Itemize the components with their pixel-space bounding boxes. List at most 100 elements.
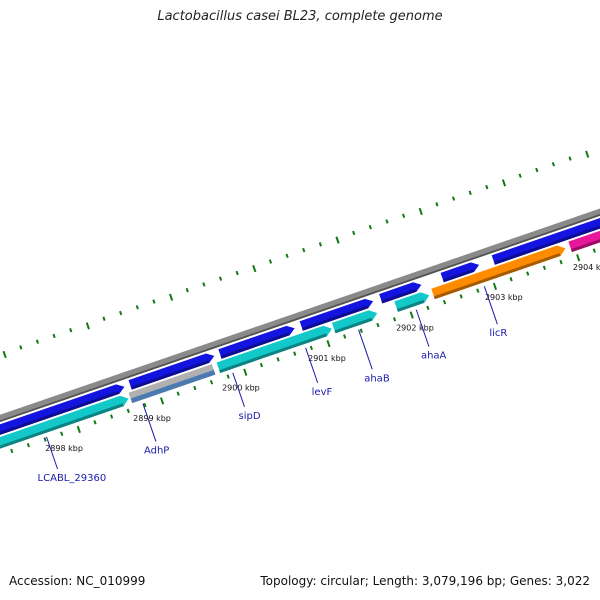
outer-tick-5 [52,333,56,339]
outer-tick-33 [518,173,522,178]
outer-tick-7 [85,322,90,330]
magenta-cds-edge [570,239,600,253]
gene-label-7: licR [489,328,507,339]
orange-cds-edge [433,253,561,300]
inner-tick-26 [426,305,430,311]
outer-tick-12 [169,293,174,301]
inner-tick-35 [576,254,581,262]
outer-tick-22 [335,236,340,244]
kbp-label-6: 2903 kbp [485,293,523,302]
kbp-label-2: 2899 kbp [133,414,171,423]
inner-tick-9 [143,402,147,408]
outer-tick-16 [235,270,239,276]
outer-tick-13 [185,287,189,293]
kbp-label-5: 2902 kbp [396,324,434,333]
outer-tick-23 [352,230,356,236]
gene-label-3: sipD [239,411,261,422]
inner-tick-4 [60,431,64,436]
inner-tick-24 [392,317,397,322]
outer-tick-4 [35,339,40,344]
forward-cds-7 [491,218,600,265]
inner-tick-16 [259,362,264,368]
gene-leader-2 [142,403,157,442]
inner-tick-30 [492,282,498,291]
outer-tick-28 [435,202,439,207]
inner-tick-13 [209,380,214,385]
outer-tick-21 [318,242,322,247]
outer-tick-2 [2,350,7,359]
reverse-cds-3-edge [334,317,373,334]
inner-tick-8 [126,408,130,414]
reverse-cds-2-edge [219,333,328,373]
inner-tick-31 [509,277,513,282]
outer-tick-31 [485,184,489,190]
genome-backbone [0,208,600,421]
inner-tick-32 [526,271,530,276]
gene-label-4: levF [312,387,333,398]
inner-tick-14 [226,374,230,379]
inner-tick-3 [43,437,47,442]
gene-label-6: ahaA [421,351,447,362]
gene-label-1: LCABL_29360 [38,473,107,484]
outer-tick-30 [468,190,472,196]
inner-tick-1 [10,448,14,454]
inner-tick-20 [326,339,331,348]
outer-tick-35 [551,162,556,167]
inner-tick-21 [343,334,347,339]
inner-tick-33 [542,265,546,271]
outer-tick-26 [402,213,406,218]
kbp-label-3: 2900 kbp [222,383,260,392]
outer-tick-18 [268,259,273,264]
outer-tick-29 [451,196,456,201]
outer-tick-24 [368,224,372,230]
outer-tick-17 [252,265,257,273]
reverse-cds-1-edge [0,403,124,449]
accession-text: Accession: NC_010999 [9,574,146,588]
outer-tick-36 [568,156,572,161]
gene-leader-5 [358,329,373,370]
gene-leader-3 [232,372,245,408]
inner-tick-22 [359,328,363,333]
outer-tick-20 [302,247,306,253]
magenta-cds [568,230,600,253]
rna-feature-light [128,364,214,399]
map-title: Lactobacillus casei BL23, complete genom… [157,9,443,24]
forward-cds-7-edge [493,225,600,265]
outer-tick-19 [285,253,289,259]
gene-leader-4 [305,347,319,383]
inner-tick-15 [243,368,248,376]
inner-tick-11 [176,391,180,396]
reverse-cds-4-edge [396,299,425,312]
inner-tick-23 [376,322,380,328]
forward-cds-1-edge [0,390,120,435]
inner-tick-19 [309,345,313,351]
genome-summary-text: Topology: circular; Length: 3,079,196 bp… [260,574,590,588]
outer-tick-14 [202,282,206,287]
outer-tick-8 [102,316,106,321]
inner-tick-2 [26,442,31,448]
forward-cds-4-edge [301,305,369,331]
inner-tick-7 [110,414,114,419]
forward-cds-3-edge [220,332,290,359]
outer-tick-25 [385,219,389,224]
inner-tick-6 [93,420,97,425]
inner-tick-12 [193,385,197,391]
outer-tick-11 [152,299,156,304]
gene-leader-1 [46,436,59,470]
inner-tick-25 [409,311,414,319]
gene-label-5: ahaB [364,373,390,384]
gene-leader-7 [483,286,498,325]
gene-leader-6 [415,309,430,347]
outer-tick-34 [535,167,539,173]
inner-tick-34 [559,259,563,265]
inner-tick-28 [459,294,463,299]
forward-cds-5-edge [381,288,417,304]
outer-tick-9 [119,310,123,316]
inner-tick-36 [592,248,596,253]
outer-tick-3 [19,345,23,350]
kbp-label-7: 2904 kbp [573,263,600,272]
outer-tick-10 [135,305,139,310]
inner-tick-10 [159,397,165,405]
forward-cds-6-edge [442,269,475,283]
